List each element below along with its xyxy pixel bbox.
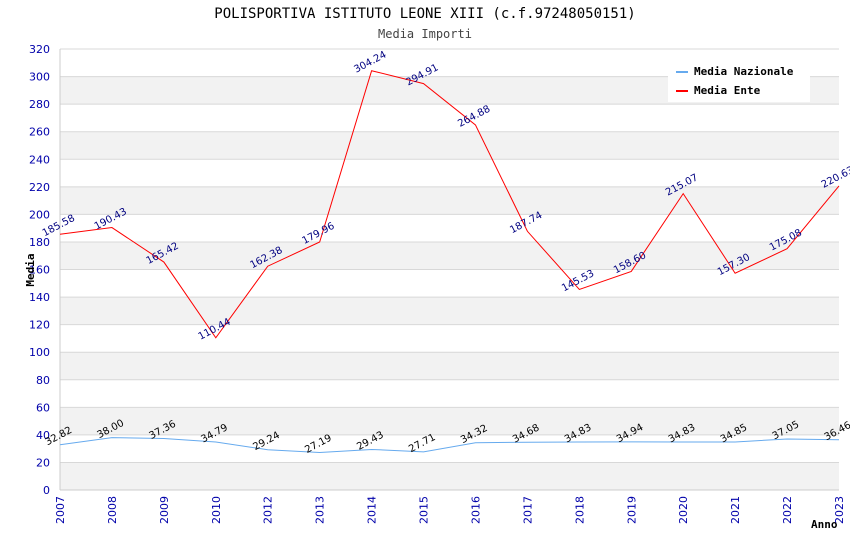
data-label: 264.88 [456, 104, 492, 130]
data-label: 304.24 [352, 49, 388, 75]
y-tick-label: 160 [29, 264, 50, 277]
legend-background [668, 60, 810, 102]
series-lines [59, 70, 840, 454]
x-tick-label: 2014 [366, 496, 379, 524]
axes [59, 49, 839, 491]
x-tick-label: 2021 [729, 496, 742, 524]
data-label: 145.53 [560, 268, 596, 294]
x-tick-label: 2012 [262, 496, 275, 524]
plot-band [60, 352, 839, 380]
y-tick-labels: 0 20 40 60 80 100 120 140 160 180 200 220 240 260 280 3… [29, 43, 50, 497]
x-tick-label: 2008 [106, 496, 119, 524]
plot-band [60, 297, 839, 325]
x-tick-label: 2007 [54, 496, 67, 524]
y-tick-label: 140 [29, 291, 50, 304]
chart-subtitle: Media Importi [378, 27, 472, 41]
x-tick-labels: 2007 2008 2009 2010 2012 2013 2014 2015 2016 2017… [54, 496, 846, 524]
x-tick-label: 2023 [833, 496, 846, 524]
x-tick-label: 2009 [158, 496, 171, 524]
y-tick-label: 100 [29, 346, 50, 359]
x-tick-label: 2017 [521, 496, 534, 524]
y-tick-label: 80 [36, 374, 50, 387]
x-tick-label: 2015 [418, 496, 431, 524]
x-tick-label: 2010 [210, 496, 223, 524]
plot-band [60, 186, 839, 215]
y-axis-label: Media [24, 253, 37, 286]
plot-band [60, 462, 839, 490]
x-tick-label: 2022 [781, 496, 794, 524]
y-tick-label: 60 [36, 401, 50, 414]
y-tick-label: 300 [29, 71, 50, 84]
plot-background-bands [60, 76, 839, 490]
x-tick-label: 2019 [625, 496, 638, 524]
y-tick-label: 240 [29, 153, 50, 166]
plot-band [60, 131, 839, 160]
plot-band [60, 407, 839, 435]
y-tick-label: 260 [29, 126, 50, 139]
x-tick-label: 2016 [469, 496, 482, 524]
y-tick-label: 180 [29, 236, 50, 249]
x-axis-label: Anno [811, 518, 838, 531]
series-line-ente [59, 70, 840, 339]
y-tick-label: 200 [29, 208, 50, 221]
x-tick-label: 2018 [573, 496, 586, 524]
chart-title: POLISPORTIVA ISTITUTO LEONE XIII (c.f.97… [214, 6, 635, 22]
legend: Media Nazionale Media Ente [668, 60, 810, 102]
x-tick-label: 2020 [677, 496, 690, 524]
y-tick-label: 220 [29, 181, 50, 194]
y-tick-label: 20 [36, 456, 50, 469]
y-tick-label: 0 [43, 484, 50, 497]
y-tick-label: 120 [29, 319, 50, 332]
y-tick-label: 280 [29, 98, 50, 111]
x-tick-label: 2013 [314, 496, 327, 524]
y-tick-label: 320 [29, 43, 50, 56]
legend-label-ente: Media Ente [694, 84, 761, 97]
plot-band [60, 241, 839, 270]
legend-label-nazionale: Media Nazionale [694, 65, 794, 78]
series-line-nazionale [59, 437, 840, 454]
y-tick-label: 40 [36, 429, 50, 442]
